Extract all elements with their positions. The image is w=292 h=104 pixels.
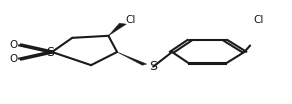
Text: O: O: [10, 54, 18, 64]
Text: Cl: Cl: [253, 15, 263, 25]
Text: Cl: Cl: [126, 15, 136, 25]
Polygon shape: [117, 52, 147, 65]
Text: S: S: [46, 46, 55, 58]
Text: O: O: [10, 40, 18, 50]
Text: S: S: [149, 60, 157, 73]
Polygon shape: [108, 23, 126, 36]
